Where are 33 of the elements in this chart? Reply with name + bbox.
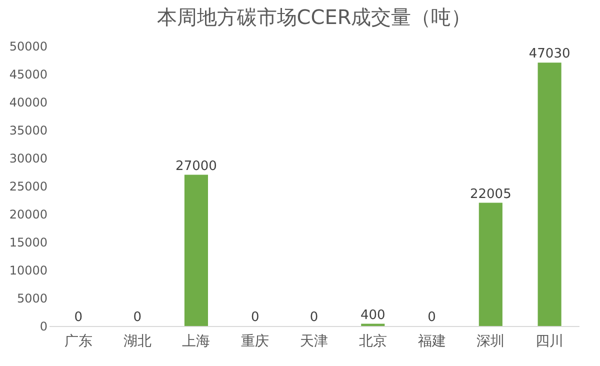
y-tick-label: 25000 — [9, 180, 48, 194]
x-tick-label: 四川 — [536, 334, 564, 350]
data-label: 0 — [133, 310, 142, 325]
y-tick-label: 10000 — [9, 264, 48, 278]
x-tick-label: 重庆 — [241, 334, 270, 350]
x-tick-label: 广东 — [64, 334, 92, 350]
x-tick-label: 天津 — [300, 334, 328, 350]
x-tick-label: 上海 — [182, 334, 210, 350]
data-label: 47030 — [528, 46, 570, 62]
y-tick-label: 50000 — [9, 40, 48, 54]
y-tick-label: 30000 — [9, 152, 48, 166]
y-tick-label: 20000 — [9, 208, 48, 222]
x-tick-label: 北京 — [358, 334, 387, 350]
chart-title: 本周地方碳市场CCER成交量（吨） — [156, 5, 472, 29]
y-tick-label: 15000 — [9, 236, 48, 250]
x-tick-label: 深圳 — [476, 334, 505, 350]
data-label: 400 — [360, 308, 386, 323]
data-label: 0 — [428, 310, 436, 325]
y-tick-label: 35000 — [9, 124, 48, 138]
data-label: 0 — [310, 310, 318, 325]
x-tick-label: 湖北 — [123, 334, 152, 350]
y-tick-label: 5000 — [16, 292, 48, 306]
data-label: 0 — [250, 310, 260, 325]
bar — [538, 62, 562, 326]
bar — [184, 174, 208, 326]
data-label: 27000 — [176, 158, 217, 174]
bar — [478, 202, 502, 326]
y-tick-label: 0 — [40, 320, 48, 334]
x-tick-label: 福建 — [418, 334, 446, 350]
y-tick-label: 40000 — [9, 96, 48, 110]
data-label: 0 — [74, 310, 83, 325]
y-tick-label: 45000 — [9, 68, 48, 82]
data-label: 22005 — [470, 186, 512, 202]
